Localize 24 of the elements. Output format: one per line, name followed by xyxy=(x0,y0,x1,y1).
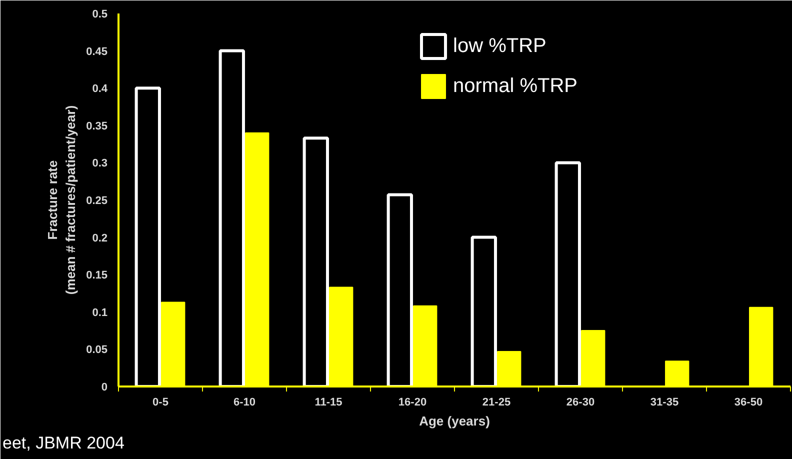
legend-label: low %TRP xyxy=(453,34,546,58)
x-tick-label: 11-15 xyxy=(314,396,342,408)
y-tick-label: 0.2 xyxy=(92,232,108,244)
y-tick-label: 0.35 xyxy=(86,120,108,132)
y-tick-label: 0.25 xyxy=(86,195,108,207)
y-tick-label: 0 xyxy=(101,382,108,394)
x-tick-label: 36-50 xyxy=(734,396,763,408)
x-tick-label: 21-25 xyxy=(482,396,511,408)
y-tick-label: 0.4 xyxy=(92,83,108,96)
x-tick-label: 6-10 xyxy=(233,396,256,408)
y-tick-label: 0.1 xyxy=(92,306,108,319)
y-tick-label: 0.5 xyxy=(92,8,108,20)
x-tick-label: 0-5 xyxy=(152,396,168,408)
y-tick-label: 0.3 xyxy=(92,158,108,170)
y-tick-label: 0.15 xyxy=(86,270,108,282)
legend-label: normal %TRP xyxy=(453,74,578,98)
x-tick-label: 16-20 xyxy=(398,396,427,408)
y-tick-label: 0.05 xyxy=(86,344,108,356)
x-tick-label: 26-30 xyxy=(566,396,595,408)
text: eet, JBMR 2004 xyxy=(2,434,124,452)
x-tick-label: 31-35 xyxy=(650,396,679,408)
x-axis-title: Age (years) xyxy=(419,414,490,428)
y-axis-title: Fracture rate (mean # fractures/patient/year) xyxy=(45,105,78,295)
y-tick-label: 0.45 xyxy=(86,46,108,58)
